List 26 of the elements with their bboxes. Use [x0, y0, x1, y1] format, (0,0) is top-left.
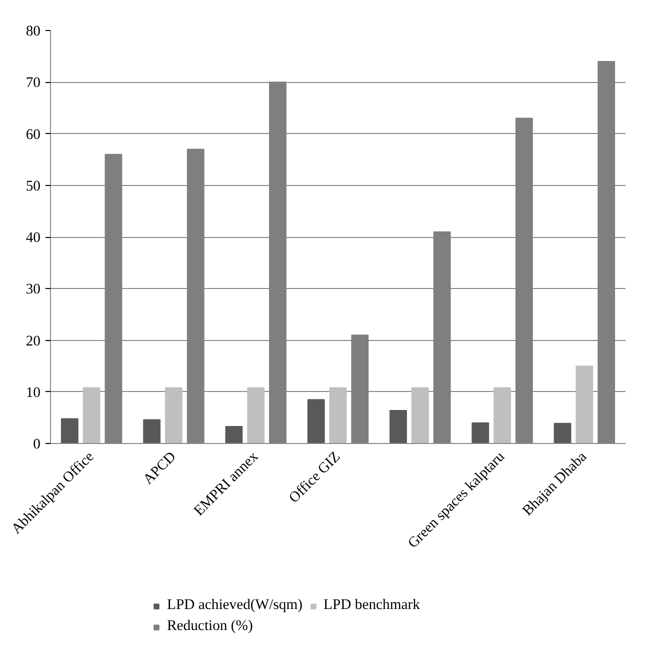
y-tick-label: 10 — [26, 384, 40, 401]
y-tick-label: 40 — [26, 230, 40, 246]
bar — [576, 366, 594, 444]
y-tick-label: 70 — [26, 75, 40, 92]
y-tick-label: 0 — [33, 436, 40, 452]
y-tick-label: 50 — [26, 178, 40, 194]
bar — [390, 410, 407, 444]
y-tick-label: 60 — [26, 126, 40, 143]
bar — [494, 387, 511, 444]
y-tick-label: 80 — [26, 24, 40, 40]
y-tick-label: 30 — [26, 282, 40, 298]
bar — [60, 418, 78, 444]
bar — [143, 419, 161, 444]
bar — [472, 422, 490, 444]
y-tick-label: 20 — [26, 333, 40, 350]
bar — [411, 387, 429, 444]
bar — [82, 387, 100, 444]
bar — [225, 426, 243, 444]
bar — [307, 399, 325, 444]
bar — [329, 387, 347, 444]
legend-label: LPD achieved(W/sqm) — [167, 597, 303, 614]
bar — [165, 387, 182, 444]
legend-label: Reduction (%) — [167, 618, 253, 635]
legend-label: LPD benchmark — [324, 597, 420, 614]
bar — [247, 387, 265, 444]
bar — [554, 422, 572, 444]
